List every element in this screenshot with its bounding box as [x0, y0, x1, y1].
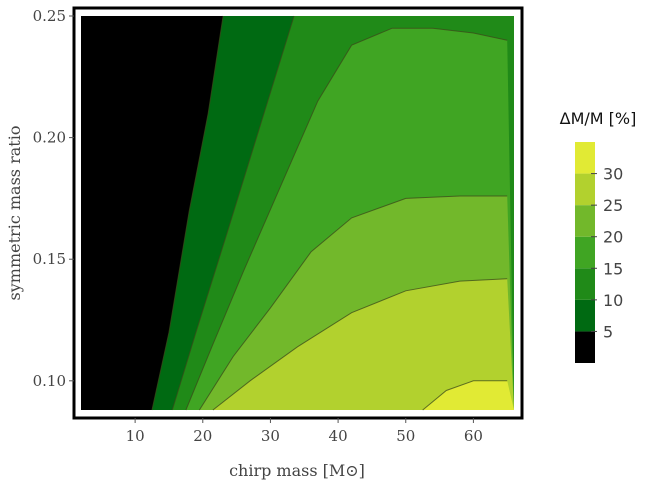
plot-frame [72, 6, 524, 420]
colorbar-swatch-25 [575, 173, 595, 206]
x-tick-label-10: 10 [126, 427, 145, 445]
contour-lines [151, 15, 508, 411]
contour-line-10 [171, 15, 295, 411]
x-tick-label-20: 20 [193, 427, 212, 445]
contour-line-20 [198, 195, 508, 411]
contour-line-25 [212, 278, 508, 411]
colorbar-title: ΔM/M [%] [560, 109, 637, 128]
y-axis: 0.10 0.15 0.20 0.25 [33, 7, 74, 390]
contour-line-30 [422, 380, 508, 411]
contour-line-15 [185, 27, 508, 411]
x-tick-label-50: 50 [396, 427, 415, 445]
colorbar-tick-label-15: 15 [603, 259, 623, 278]
colorbar-swatch-5 [575, 299, 595, 332]
y-tick-label-2: 0.20 [33, 129, 66, 147]
y-axis-title: symmetric mass ratio [5, 126, 24, 301]
colorbar-tick-label-10: 10 [603, 291, 623, 310]
x-tick-label-60: 60 [464, 427, 483, 445]
colorbar-tick-label-5: 5 [603, 322, 613, 341]
contour-fills [81, 16, 515, 410]
colorbar-swatch-30 [575, 142, 595, 174]
y-tick-label-1: 0.15 [33, 250, 66, 268]
colorbar-swatch-15 [575, 236, 595, 269]
contour-line-5 [151, 15, 224, 411]
colorbar: 5 10 15 20 25 30 [575, 142, 623, 363]
x-axis-title: chirp mass [M⊙] [229, 461, 365, 480]
x-tick-label-30: 30 [261, 427, 280, 445]
colorbar-tick-label-30: 30 [603, 165, 623, 184]
colorbar-tick-label-20: 20 [603, 228, 623, 247]
x-tick-label-40: 40 [329, 427, 348, 445]
colorbar-swatch-20 [575, 205, 595, 237]
colorbar-tick-label-25: 25 [603, 196, 623, 215]
band-above-25 [212, 278, 514, 410]
y-tick-label-0: 0.10 [33, 372, 66, 390]
colorbar-swatch-0 [575, 331, 595, 363]
band-above-30 [422, 380, 514, 410]
x-axis: 10 20 30 40 50 60 [126, 418, 483, 445]
colorbar-swatch-10 [575, 268, 595, 300]
y-tick-label-3: 0.25 [33, 7, 66, 25]
